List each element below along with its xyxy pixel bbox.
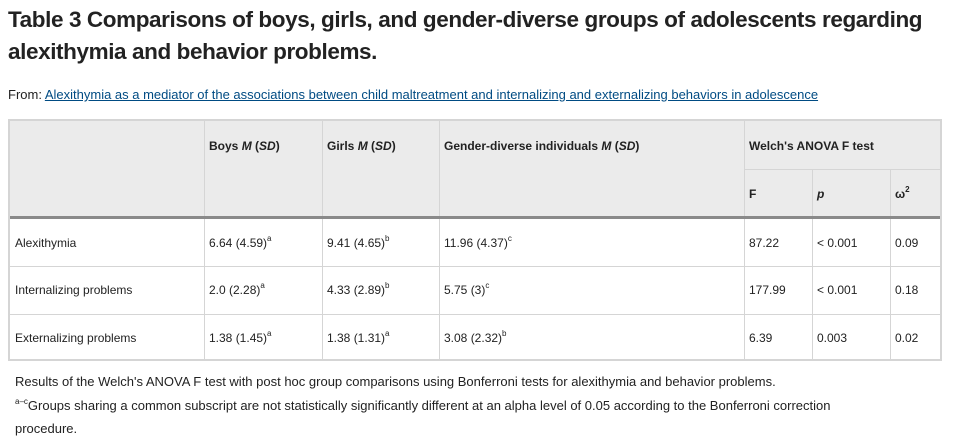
cell-p: < 0.001: [817, 236, 858, 250]
row-label: Alexithymia: [15, 236, 77, 250]
cell-f: 6.39: [749, 331, 773, 345]
cell-girls: 9.41 (4.65)b: [327, 234, 390, 251]
cell-gender-diverse: 3.08 (2.32)b: [444, 329, 507, 346]
table-title: Table 3 Comparisons of boys, girls, and …: [8, 7, 923, 64]
cell-f: 177.99: [749, 283, 786, 297]
header-gender-diverse: Gender-diverse individuals M (SD): [444, 139, 640, 153]
cell-girls: 4.33 (2.89)b: [327, 281, 390, 298]
row-label: Externalizing problems: [15, 331, 137, 345]
cell-boys: 6.64 (4.59)a: [209, 234, 272, 251]
source-article-link[interactable]: Alexithymia as a mediator of the associa…: [44, 87, 819, 102]
cell-p: 0.003: [817, 331, 848, 345]
footnote-results: Results of the Welch's ANOVA F test with…: [15, 374, 776, 389]
source-line: From: Alexithymia as a mediator of the a…: [8, 86, 818, 104]
cell-gender-diverse: 5.75 (3)c: [444, 281, 490, 298]
header-welch: Welch's ANOVA F test: [749, 139, 874, 153]
cell-omega: 0.09: [895, 236, 919, 250]
header-p: p: [817, 187, 825, 201]
cell-gender-diverse: 11.96 (4.37)c: [444, 234, 512, 251]
cell-boys: 1.38 (1.45)a: [209, 329, 272, 346]
cell-p: < 0.001: [817, 283, 858, 297]
header-f: F: [749, 187, 757, 201]
cell-girls: 1.38 (1.31)a: [327, 329, 390, 346]
header-girls: Girls M (SD): [327, 139, 396, 153]
from-label: From:: [8, 87, 45, 102]
header-boys: Boys M (SD): [209, 139, 280, 153]
header-divider: [10, 216, 940, 219]
footnote-groups: a–cGroups sharing a common subscript are…: [15, 396, 831, 413]
cell-omega: 0.18: [895, 283, 919, 297]
cell-omega: 0.02: [895, 331, 919, 345]
header-omega-squared: ω2: [895, 185, 910, 202]
cell-boys: 2.0 (2.28)a: [209, 281, 265, 298]
footnote-groups-continued: procedure.: [15, 421, 78, 436]
results-table: Boys M (SD) Girls M (SD) Gender-diverse …: [8, 119, 942, 361]
cell-f: 87.22: [749, 236, 780, 250]
row-label: Internalizing problems: [15, 283, 133, 297]
